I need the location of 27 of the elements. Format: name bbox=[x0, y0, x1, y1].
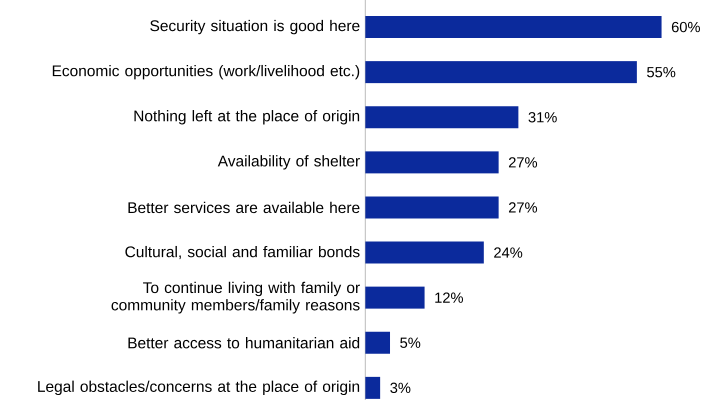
y-tick-label: Nothing left at the place of origin bbox=[134, 110, 360, 124]
y-tick-label: Better access to humanitarian aid bbox=[128, 337, 360, 348]
y-tick-label: To continue living with family or community members/family reasons bbox=[112, 282, 360, 314]
y-tick-label: Economic opportunities (work/livelihood etc.) bbox=[52, 64, 360, 80]
y-tick-label: Availability of shelter bbox=[218, 155, 360, 170]
y-tick-label: Security situation is good here bbox=[150, 20, 360, 34]
y-tick-label: Cultural, social and familiar bonds bbox=[125, 246, 360, 260]
bar bbox=[365, 196, 499, 218]
data-label: 55% bbox=[647, 67, 676, 78]
bar bbox=[365, 16, 662, 38]
bar bbox=[365, 286, 425, 309]
data-label: 27% bbox=[508, 157, 538, 168]
data-label: 12% bbox=[435, 292, 463, 303]
data-label: 24% bbox=[494, 247, 522, 258]
bar bbox=[365, 242, 484, 264]
y-tick-label: Better services are available here bbox=[128, 202, 360, 214]
data-label: 60% bbox=[672, 22, 700, 32]
bar bbox=[365, 151, 499, 174]
data-label: 5% bbox=[400, 338, 420, 348]
bar bbox=[365, 61, 637, 84]
y-tick-label: Legal obstacles/concerns at the place of origin bbox=[38, 380, 360, 396]
data-label: 31% bbox=[528, 112, 557, 122]
bar bbox=[365, 332, 390, 354]
bar bbox=[365, 376, 380, 399]
data-label: 27% bbox=[508, 202, 538, 213]
data-label: 3% bbox=[390, 382, 410, 394]
bar bbox=[365, 106, 518, 128]
